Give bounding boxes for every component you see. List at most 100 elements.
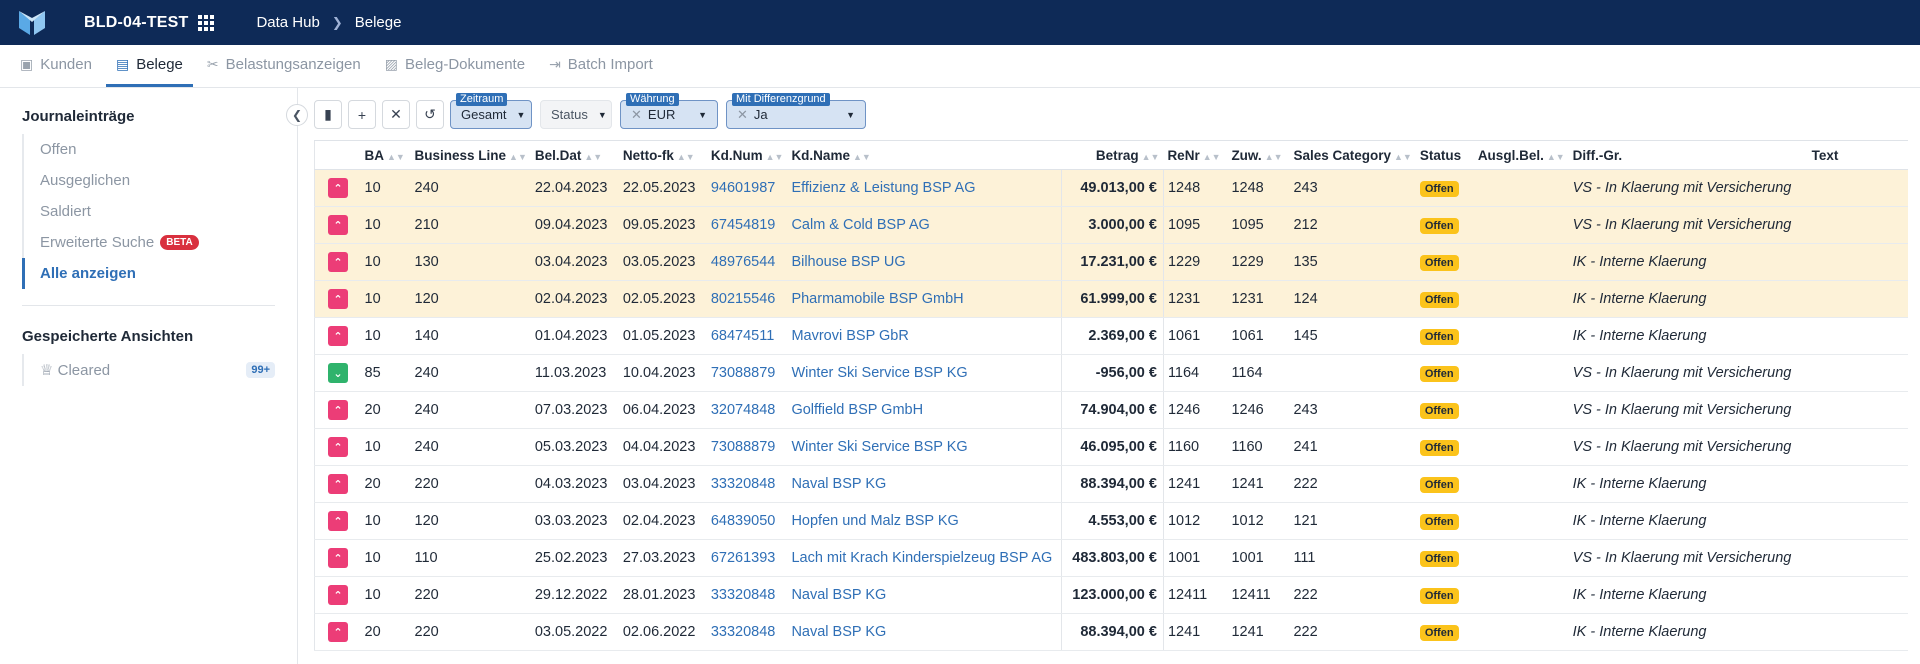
- cell-kdnum-link[interactable]: 68474511: [706, 317, 788, 355]
- col-header-diff-gr[interactable]: Diff.-Gr.: [1568, 140, 1808, 170]
- sidebar-item-alle-anzeigen[interactable]: Alle anzeigen: [22, 258, 275, 289]
- clear-filter-icon[interactable]: ✕: [631, 106, 642, 122]
- col-header-kdnum[interactable]: Kd.Num ▲▼: [706, 140, 788, 170]
- col-header-betrag[interactable]: Betrag ▲▼: [1061, 140, 1164, 170]
- belege-table: BA ▲▼ Business Line ▲▼ Bel.Dat ▲▼ Netto-fk ▲…: [314, 140, 1908, 651]
- table-row[interactable]: ⌃ 10 140 01.04.2023 01.05.2023 68474511 Mavrov…: [314, 317, 1908, 355]
- cell-kdnum-link[interactable]: 33320848: [706, 465, 788, 503]
- filter-waehrung[interactable]: Währung ✕ EUR ▼: [620, 93, 718, 129]
- saved-views-nav: ♕ Cleared 99+: [22, 354, 275, 386]
- col-header-text[interactable]: Text: [1807, 140, 1908, 170]
- collapse-sidebar-icon[interactable]: ❮: [286, 104, 308, 126]
- saved-view-cleared[interactable]: ♕ Cleared 99+: [24, 354, 275, 386]
- sidebar-item-offen[interactable]: Offen: [40, 141, 77, 158]
- table-body: ⌃ 10 240 22.04.2023 22.05.2023 94601987 Effizi…: [314, 169, 1908, 651]
- beta-badge: BETA: [160, 235, 199, 250]
- priority-up-icon: ⌃: [328, 215, 348, 235]
- add-filter-button[interactable]: +: [348, 100, 376, 129]
- table-row[interactable]: ⌃ 20 220 04.03.2023 03.04.2023 33320848 Naval …: [314, 465, 1908, 503]
- table-header-row: BA ▲▼ Business Line ▲▼ Bel.Dat ▲▼ Netto-fk ▲…: [314, 140, 1908, 170]
- cell-kdname-link[interactable]: Effizienz & Leistung BSP AG: [787, 169, 1062, 207]
- sort-icon: ▲▼: [1202, 151, 1221, 162]
- reset-filters-button[interactable]: ↺: [416, 100, 444, 129]
- cell-ba: 20: [360, 391, 411, 429]
- sidebar-item-ausgeglichen[interactable]: Ausgeglichen: [40, 172, 131, 189]
- col-header-ausgl-bel[interactable]: Ausgl.Bel. ▲▼: [1473, 140, 1569, 170]
- tab-belege[interactable]: ▤ Belege: [105, 45, 193, 87]
- col-header-renr[interactable]: ReNr ▲▼: [1163, 140, 1228, 170]
- cell-kdnum-link[interactable]: 67454819: [706, 206, 788, 244]
- table-row[interactable]: ⌃ 20 240 07.03.2023 06.04.2023 32074848 Golffi…: [314, 391, 1908, 429]
- cell-kdnum-link[interactable]: 48976544: [706, 243, 788, 281]
- tab-belastungsanzeigen[interactable]: ✂ Belastungsanzeigen: [206, 56, 361, 73]
- tab-batch-import[interactable]: ⇥ Batch Import: [549, 56, 653, 73]
- cell-kdnum-link[interactable]: 33320848: [706, 613, 788, 651]
- sidebar-item-erweiterte-suche[interactable]: Erweiterte Suche BETA: [24, 227, 275, 258]
- priority-up-icon: ⌃: [328, 622, 348, 642]
- app-grid-icon[interactable]: [198, 14, 215, 31]
- cell-sales-category: 222: [1289, 613, 1416, 651]
- breadcrumb-data-hub[interactable]: Data Hub: [256, 14, 320, 31]
- cell-beldat: 29.12.2022: [530, 576, 619, 614]
- cell-kdnum-link[interactable]: 73088879: [706, 428, 788, 466]
- table-row[interactable]: ⌃ 10 240 05.03.2023 04.04.2023 73088879 Winter…: [314, 428, 1908, 466]
- col-header-sales-category[interactable]: Sales Category ▲▼: [1289, 140, 1416, 170]
- cell-ba: 85: [360, 354, 411, 392]
- cell-kdnum-link[interactable]: 80215546: [706, 280, 788, 318]
- col-header-beldat[interactable]: Bel.Dat ▲▼: [530, 140, 619, 170]
- col-header-ba[interactable]: BA ▲▼: [360, 140, 411, 170]
- cell-renr: 1241: [1163, 465, 1228, 503]
- cell-kdnum-link[interactable]: 73088879: [706, 354, 788, 392]
- table-row[interactable]: ⌃ 10 120 03.03.2023 02.04.2023 64839050 Hopfen…: [314, 502, 1908, 540]
- cell-kdname-link[interactable]: Golffield BSP GmbH: [787, 391, 1062, 429]
- cell-business-line: 220: [410, 576, 531, 614]
- cell-kdname-link[interactable]: Naval BSP KG: [787, 465, 1062, 503]
- table-row[interactable]: ⌃ 10 210 09.04.2023 09.05.2023 67454819 Calm &…: [314, 206, 1908, 244]
- tab-kunden[interactable]: ▣ Kunden: [20, 56, 92, 73]
- cell-sales-category: [1289, 354, 1416, 392]
- cell-renr: 1229: [1163, 243, 1228, 281]
- filter-status[interactable]: Status ▼: [540, 100, 612, 129]
- table-row[interactable]: ⌃ 10 220 29.12.2022 28.01.2023 33320848 Naval …: [314, 576, 1908, 614]
- status-badge: Offen: [1419, 514, 1459, 530]
- cell-kdname-link[interactable]: Winter Ski Service BSP KG: [787, 354, 1062, 392]
- table-row[interactable]: ⌃ 20 220 03.05.2022 02.06.2022 33320848 Naval …: [314, 613, 1908, 651]
- table-row[interactable]: ⌄ 85 240 11.03.2023 10.04.2023 73088879 Winter…: [314, 354, 1908, 392]
- table-row[interactable]: ⌃ 10 120 02.04.2023 02.05.2023 80215546 Pharma…: [314, 280, 1908, 318]
- cell-kdnum-link[interactable]: 64839050: [706, 502, 788, 540]
- clear-filter-icon[interactable]: ✕: [737, 106, 748, 122]
- cell-status: Offen: [1415, 576, 1474, 614]
- bookmark-button[interactable]: ▮: [314, 100, 342, 129]
- cell-kdname-link[interactable]: Winter Ski Service BSP KG: [787, 428, 1062, 466]
- app-logo[interactable]: [0, 0, 64, 45]
- table-row[interactable]: ⌃ 10 130 03.04.2023 03.05.2023 48976544 Bilhou…: [314, 243, 1908, 281]
- tab-beleg-dokumente[interactable]: ▨ Beleg-Dokumente: [384, 56, 526, 73]
- cell-kdnum-link[interactable]: 32074848: [706, 391, 788, 429]
- cell-kdname-link[interactable]: Mavrovi BSP GbR: [787, 317, 1062, 355]
- cell-kdnum-link[interactable]: 94601987: [706, 169, 788, 207]
- sidebar-item-saldiert[interactable]: Saldiert: [40, 203, 91, 220]
- table-row[interactable]: ⌃ 10 240 22.04.2023 22.05.2023 94601987 Effizi…: [314, 169, 1908, 207]
- cell-kdnum-link[interactable]: 33320848: [706, 576, 788, 614]
- cell-kdname-link[interactable]: Naval BSP KG: [787, 613, 1062, 651]
- col-header-status[interactable]: Status: [1415, 140, 1474, 170]
- col-header-zuw[interactable]: Zuw. ▲▼: [1227, 140, 1290, 170]
- col-header-kdname[interactable]: Kd.Name ▲▼: [787, 140, 1062, 170]
- table-row[interactable]: ⌃ 10 110 25.02.2023 27.03.2023 67261393 Lach m…: [314, 539, 1908, 577]
- priority-cell: ⌃: [314, 206, 361, 244]
- cell-kdname-link[interactable]: Hopfen und Malz BSP KG: [787, 502, 1062, 540]
- col-header-business-line[interactable]: Business Line ▲▼: [410, 140, 531, 170]
- priority-cell: ⌃: [314, 428, 361, 466]
- col-header-netto-fk[interactable]: Netto-fk ▲▼: [618, 140, 707, 170]
- cell-kdnum-link[interactable]: 67261393: [706, 539, 788, 577]
- cell-kdname-link[interactable]: Pharmamobile BSP GmbH: [787, 280, 1062, 318]
- cell-kdname-link[interactable]: Bilhouse BSP UG: [787, 243, 1062, 281]
- cell-kdname-link[interactable]: Naval BSP KG: [787, 576, 1062, 614]
- clear-filters-button[interactable]: ✕: [382, 100, 410, 129]
- filter-zeitraum[interactable]: Zeitraum Gesamt ▼: [450, 93, 532, 129]
- cell-kdname-link[interactable]: Lach mit Krach Kinderspielzeug BSP AG: [787, 539, 1062, 577]
- cell-kdname-link[interactable]: Calm & Cold BSP AG: [787, 206, 1062, 244]
- cell-betrag: 3.000,00 €: [1060, 206, 1164, 244]
- cell-renr: 1241: [1163, 613, 1228, 651]
- filter-differenzgrund[interactable]: Mit Differenzgrund ✕ Ja ▼: [726, 93, 866, 129]
